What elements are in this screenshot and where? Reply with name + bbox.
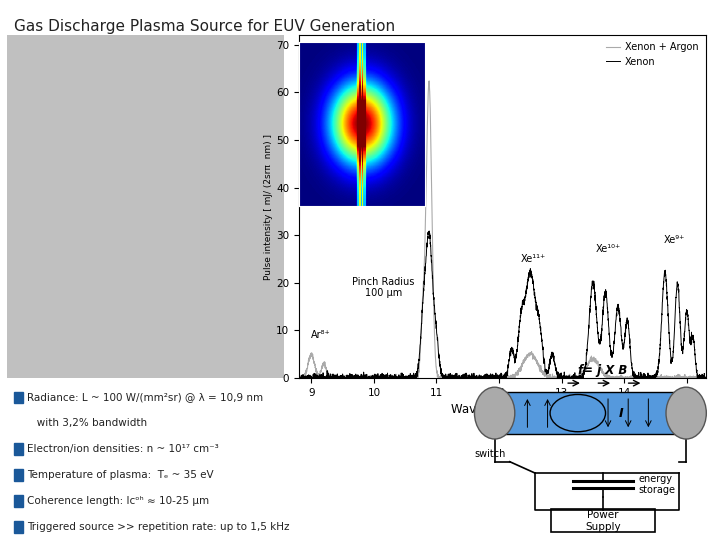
Xenon + Argon — [451, 374, 459, 380]
Ellipse shape — [666, 387, 706, 439]
Text: Temperature of plasma:  Tₑ ~ 35 eV: Temperature of plasma: Tₑ ~ 35 eV — [27, 470, 214, 480]
Bar — [14, 443, 23, 455]
Xenon + Argon — [701, 375, 710, 381]
Xenon + Argon — [425, 78, 433, 84]
Y-axis label: Pulse intensity [ mJ/ (2srπ  nm) ]: Pulse intensity [ mJ/ (2srπ nm) ] — [264, 133, 273, 280]
Xenon — [365, 374, 374, 380]
Text: Triggered source >> repetition rate: up to 1,5 kHz: Triggered source >> repetition rate: up … — [27, 522, 290, 531]
Polygon shape — [495, 392, 686, 434]
Bar — [14, 469, 23, 481]
FancyBboxPatch shape — [552, 510, 654, 532]
Legend: Xenon + Argon, Xenon: Xenon + Argon, Xenon — [604, 40, 701, 69]
Text: Xe⁹⁺: Xe⁹⁺ — [664, 235, 685, 245]
Text: Coherence length: lᴄᵒʰ ≈ 10-25 µm: Coherence length: lᴄᵒʰ ≈ 10-25 µm — [27, 496, 210, 505]
Text: with 3,2% bandwidth: with 3,2% bandwidth — [27, 418, 148, 428]
Xenon — [425, 228, 433, 234]
Xenon — [693, 372, 702, 379]
X-axis label: Wavelength [nm]: Wavelength [nm] — [451, 403, 554, 416]
Text: Ar⁸⁺: Ar⁸⁺ — [311, 330, 330, 340]
Text: Power
Supply: Power Supply — [585, 510, 621, 531]
Line: Xenon: Xenon — [299, 231, 706, 378]
Text: Gas Discharge Plasma Source for EUV Generation: Gas Discharge Plasma Source for EUV Gene… — [14, 19, 395, 34]
Xenon — [701, 375, 710, 381]
Bar — [14, 495, 23, 507]
Xenon + Argon — [365, 374, 374, 381]
Xenon + Argon — [294, 375, 303, 381]
Xenon + Argon — [341, 375, 349, 381]
Xenon — [294, 374, 303, 380]
Bar — [14, 521, 23, 533]
Text: Xe¹⁰⁺: Xe¹⁰⁺ — [596, 244, 621, 254]
Text: Electron/ion densities: n ~ 10¹⁷ cm⁻³: Electron/ion densities: n ~ 10¹⁷ cm⁻³ — [27, 444, 219, 454]
Xenon — [294, 375, 303, 381]
Xenon — [649, 372, 658, 378]
Text: energy
storage: energy storage — [638, 474, 675, 495]
Text: Pinch Radius
100 µm: Pinch Radius 100 µm — [352, 276, 415, 298]
Ellipse shape — [474, 387, 515, 439]
Xenon — [341, 375, 350, 381]
Text: f= j X B: f= j X B — [578, 363, 628, 377]
Line: Xenon + Argon: Xenon + Argon — [299, 81, 706, 378]
Xenon + Argon — [693, 374, 702, 380]
Text: Xe¹¹⁺: Xe¹¹⁺ — [521, 254, 546, 264]
Xenon — [451, 375, 459, 381]
Text: I: I — [618, 407, 623, 420]
Xenon + Argon — [468, 375, 477, 381]
Xenon + Argon — [649, 374, 658, 381]
Xenon — [469, 374, 477, 380]
Bar — [14, 392, 23, 403]
Text: Radiance: L ~ 100 W/(mm²sr) @ λ = 10,9 nm: Radiance: L ~ 100 W/(mm²sr) @ λ = 10,9 n… — [27, 392, 264, 402]
Text: switch: switch — [474, 449, 505, 459]
